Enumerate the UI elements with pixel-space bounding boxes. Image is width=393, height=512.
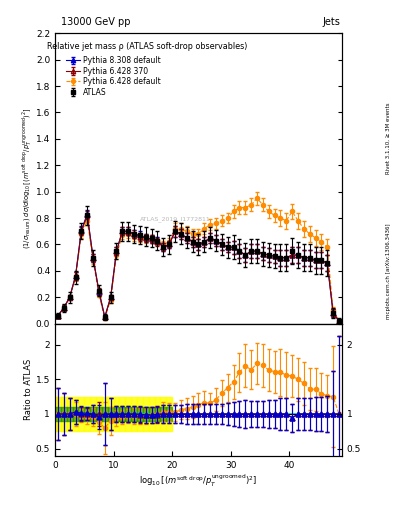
Y-axis label: $(1/\sigma_{\mathrm{resum}})\ d\sigma/d\log_{10}[(m^{\mathrm{soft\ drop}}/p_T^{\: $(1/\sigma_{\mathrm{resum}})\ d\sigma/d\… (21, 108, 35, 249)
Y-axis label: Ratio to ATLAS: Ratio to ATLAS (24, 359, 33, 420)
Text: Jets: Jets (322, 16, 340, 27)
X-axis label: $\log_{10}[(m^{\mathrm{soft\ drop}}/p_T^{\mathrm{ungroomed}})^2]$: $\log_{10}[(m^{\mathrm{soft\ drop}}/p_T^… (140, 472, 257, 488)
Text: ATLAS_2019_I1772811: ATLAS_2019_I1772811 (140, 216, 211, 222)
Text: Relative jet mass ρ (ATLAS soft-drop observables): Relative jet mass ρ (ATLAS soft-drop obs… (47, 42, 247, 51)
Text: 13000 GeV pp: 13000 GeV pp (61, 16, 130, 27)
Text: Rivet 3.1.10, ≥ 3M events: Rivet 3.1.10, ≥ 3M events (386, 102, 391, 174)
Legend: Pythia 8.308 default, Pythia 6.428 370, Pythia 6.428 default, ATLAS: Pythia 8.308 default, Pythia 6.428 370, … (64, 54, 162, 98)
Text: mcplots.cern.ch [arXiv:1306.3436]: mcplots.cern.ch [arXiv:1306.3436] (386, 224, 391, 319)
